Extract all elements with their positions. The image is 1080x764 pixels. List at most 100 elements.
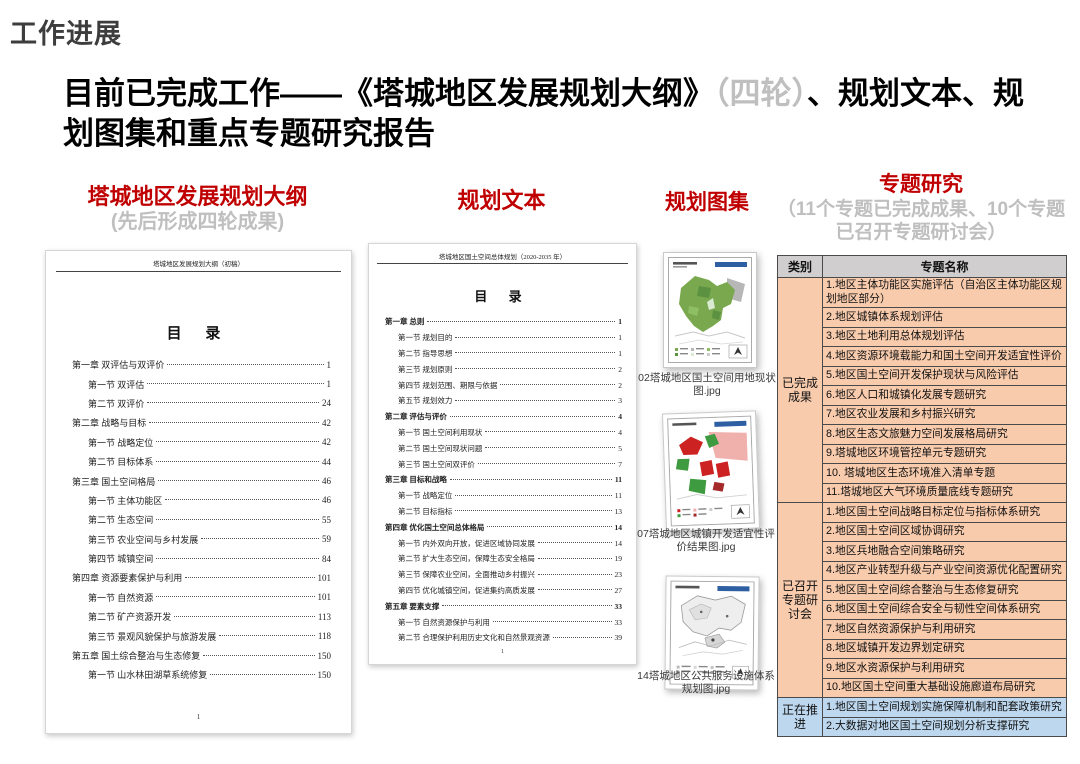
public-services-map-image: [669, 580, 755, 686]
toc-page-number: 4: [618, 412, 622, 422]
toc-row: 第三节 农业空间与乡村发展 59: [72, 530, 331, 549]
map-caption-public-services: 14塔城地区公共服务设施体系规划图.jpg: [637, 670, 775, 695]
toc-label: 第一节 山水林田湖草系统修复: [88, 670, 208, 681]
toc-page-number: 113: [317, 611, 331, 622]
toc-leader-dots: [158, 479, 319, 482]
topic-cell: 8.地区生态文旅魅力空间发展格局研究: [822, 424, 1067, 445]
toc-label: 第一节 规划目的: [398, 333, 453, 343]
toc-label: 第四节 优化城镇空间，促进集约高质发展: [398, 585, 535, 595]
toc-page-number: 101: [317, 592, 332, 603]
toc-label: 第一节 主体功能区: [88, 495, 163, 506]
toc-leader-dots: [427, 320, 616, 322]
outline-toc-title: 目 录: [166, 326, 231, 342]
category-cell: 正在推进: [777, 697, 823, 737]
toc-row: 第四章 优化国土空间总体格局 14: [385, 519, 622, 535]
topics-column-subtitle: （11个专题已完成成果、10个专题已召开专题研讨会）: [776, 199, 1066, 243]
toc-leader-dots: [449, 478, 612, 480]
toc-label: 第一节 自然资源保护与利用: [398, 617, 490, 627]
toc-label: 第二章 战略与目标: [72, 418, 147, 429]
table-row: 已召开专题研讨会 1.地区国土空间战略目标定位与指标体系研究: [777, 502, 1067, 698]
table-row: 2.地区城镇体系规划评估: [778, 307, 1067, 328]
toc-leader-dots: [156, 518, 319, 520]
toc-row: 第二节 合理保护利用历史文化和自然景观资源 39: [385, 630, 622, 646]
toc-row: 第四节 规划范围、期限与依据 2: [385, 377, 622, 393]
toc-leader-dots: [455, 336, 616, 338]
toc-row: 第四节 城镇空间 84: [72, 549, 331, 568]
toc-page-number: 1: [618, 333, 622, 343]
map-caption-suitability: 07塔城地区城镇开发适宜性评价结果图.jpg: [637, 528, 775, 553]
toc-label: 第一章 双评估与双评价: [72, 360, 165, 371]
table-row: 5.地区国土空间综合整治与生态修复研究: [778, 580, 1067, 601]
toc-label: 第一节 内外双向开放，促进区域协同发展: [398, 538, 535, 548]
toc-row: 第一节 内外双向开放，促进区域协同发展 14: [385, 535, 622, 551]
map-thumbnail-public-services: [664, 575, 760, 691]
toc-row: 第二节 目标指标 13: [385, 504, 622, 520]
toc-page-number: 33: [614, 601, 623, 611]
outline-column-title: 塔城地区发展规划大纲: [87, 184, 308, 209]
toc-leader-dots: [537, 541, 612, 544]
toc-page-number: 24: [322, 398, 331, 409]
toc-label: 第三节 农业空间与乡村发展: [88, 534, 199, 545]
toc-row: 第二节 矿产资源开发 113: [72, 607, 331, 626]
topic-cell: 4.地区产业转型升级与产业空间资源优化配置研究: [822, 560, 1067, 581]
toc-leader-dots: [156, 460, 319, 462]
table-row: 正在推进 1.地区国土空间规划实施保障机制和配套政策研究: [777, 697, 1067, 737]
toc-leader-dots: [201, 537, 319, 540]
toc-label: 第二节 合理保护利用历史文化和自然景观资源: [398, 633, 550, 643]
table-header-topic-name: 专题名称: [822, 255, 1067, 278]
toc-leader-dots: [167, 363, 324, 365]
table-row: 8.地区城镇开发边界划定研究: [778, 638, 1067, 659]
text-doc-header: 塔城地区国土空间总体规划（2020-2035 年）: [438, 254, 567, 261]
toc-page-number: 19: [614, 554, 623, 564]
outline-column-header: 塔城地区发展规划大纲 (先后形成四轮成果): [45, 184, 350, 234]
toc-leader-dots: [174, 615, 315, 617]
topic-cell: 4.地区资源环境载能力和国土空间开发适宜性评价: [822, 346, 1067, 367]
table-row: 5.地区国土空间开发保护现状与风险评估: [778, 365, 1067, 386]
topic-cell: 8.地区城镇开发边界划定研究: [822, 638, 1067, 659]
toc-label: 第四节 规划范围、期限与依据: [398, 380, 498, 390]
toc-label: 第一节 自然资源: [88, 592, 154, 603]
toc-page-number: 84: [322, 553, 331, 564]
toc-page-number: 4: [618, 427, 622, 437]
toc-leader-dots: [165, 498, 319, 501]
toc-row: 第一节 自然资源 101: [72, 588, 331, 607]
toc-page-number: 2: [618, 380, 622, 390]
topic-cell: 7.地区自然资源保护与利用研究: [822, 619, 1067, 640]
toc-page-number: 14: [614, 538, 623, 548]
text-toc-title: 目 录: [474, 289, 531, 304]
toc-leader-dots: [552, 636, 612, 638]
topic-cell: 6.地区国土空间综合安全与韧性空间体系研究: [822, 599, 1067, 620]
toc-page-number: 27: [614, 585, 623, 595]
toc-leader-dots: [477, 462, 616, 465]
toc-label: 第三节 景观风貌保护与旅游发展: [88, 631, 217, 642]
toc-page-number: 44: [322, 456, 331, 467]
toc-label: 第五章 国土综合整治与生态修复: [72, 651, 201, 662]
toc-page-number: 3: [618, 396, 622, 406]
text-column-title: 规划文本: [457, 188, 546, 213]
toc-label: 第一节 双评估: [88, 379, 145, 390]
toc-leader-dots: [455, 494, 612, 496]
toc-leader-dots: [449, 415, 616, 417]
toc-label: 第二节 矿产资源开发: [88, 612, 172, 623]
toc-leader-dots: [147, 382, 324, 385]
main-heading: 目前已完成工作——《塔城地区发展规划大纲》（四轮）、规划文本、规划图集和重点专题…: [63, 74, 1031, 154]
topic-cell: 2.大数据对地区国土空间规划分析支撑研究: [822, 716, 1067, 737]
topic-cell: 1.地区国土空间战略目标定位与指标体系研究: [822, 502, 1067, 523]
outline-doc-header: 塔城地区发展规划大纲（初稿）: [153, 261, 244, 268]
text-doc-thumbnail: 塔城地区国土空间总体规划（2020-2035 年） 目 录 第一章 总则 1 第一节…: [368, 243, 637, 665]
table-row: 3.地区土地利用总体规划评估: [778, 326, 1067, 347]
toc-leader-dots: [455, 367, 616, 370]
toc-label: 第二节 目标指标: [398, 506, 453, 516]
toc-leader-dots: [455, 351, 616, 354]
toc-page-number: 1: [618, 348, 622, 358]
toc-row: 第三节 国土空间双评价 7: [385, 456, 622, 472]
topic-cell: 9.塔城地区环境管控单元专题研究: [822, 443, 1067, 464]
toc-leader-dots: [219, 634, 315, 637]
topic-cell: 3.地区土地利用总体规划评估: [822, 326, 1067, 347]
toc-leader-dots: [442, 604, 612, 607]
outline-doc-page-number: 1: [196, 713, 201, 721]
toc-row: 第二节 扩大生态空间，保障生态安全格局 19: [385, 551, 622, 567]
toc-label: 第一节 国土空间利用现状: [398, 427, 483, 437]
toc-leader-dots: [156, 595, 315, 598]
toc-row: 第一节 战略定位 42: [72, 433, 331, 452]
